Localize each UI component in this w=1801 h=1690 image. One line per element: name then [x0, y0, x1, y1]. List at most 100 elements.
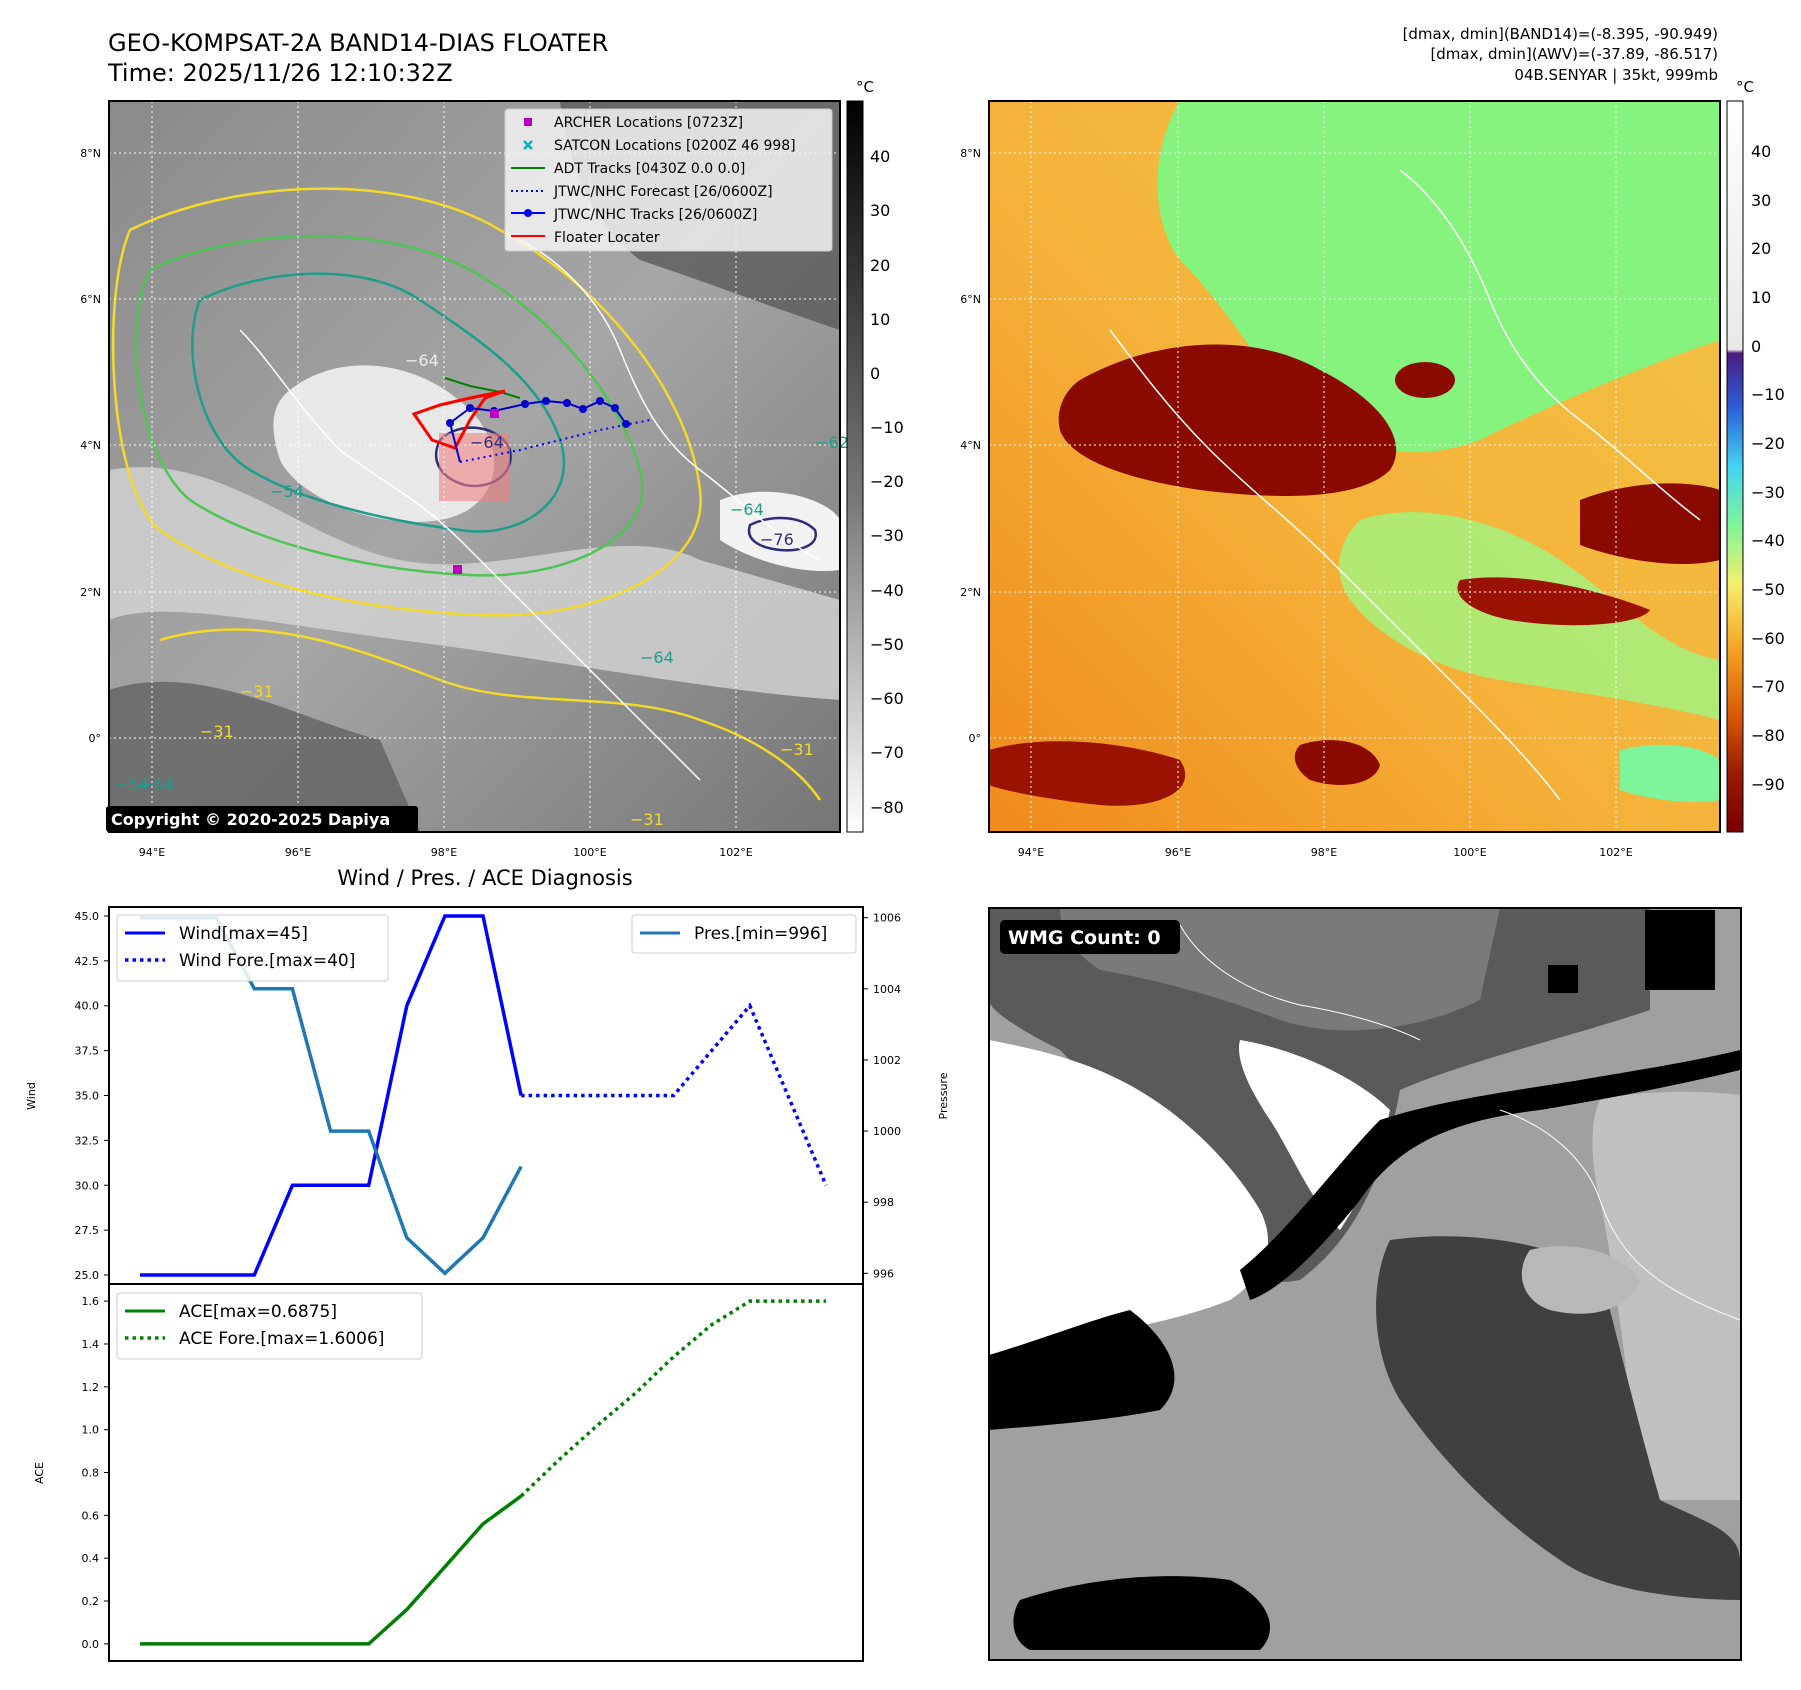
y-tick-label: 32.5: [75, 1134, 100, 1147]
ace-axis-label: ACE: [33, 1462, 46, 1484]
contour-label: −54: [270, 482, 304, 501]
storm-tracks: [411, 377, 651, 574]
ir-legend-label: ARCHER Locations [0723Z]: [554, 115, 743, 131]
ir-colorbar-tick: −10: [870, 418, 904, 437]
ir-legend-entry: ADT Tracks [0430Z 0.0 0.0]: [511, 161, 745, 177]
wind-legend: Wind[max=45] Wind Fore.[max=40]: [116, 914, 389, 982]
lon-tick: 98°E: [1311, 846, 1337, 859]
wmg-black-sw: [989, 1310, 1175, 1430]
lon-tick: 98°E: [431, 846, 457, 859]
ir-colorbar-tick: −30: [870, 526, 904, 545]
awv-coastline: [1109, 169, 1701, 801]
ir-colorbar-tick: −60: [870, 689, 904, 708]
contour-label: −64: [405, 351, 439, 370]
ir-legend-box: [504, 108, 833, 252]
awv-dry-sw: [989, 741, 1186, 806]
awv-colorbar-tick: 30: [1751, 191, 1771, 210]
lat-tick: 4°N: [960, 439, 981, 452]
lat-tick: 8°N: [80, 147, 101, 160]
awv-frame: [988, 100, 1721, 833]
contour-label: −76: [760, 530, 794, 549]
y-tick-label: 27.5: [75, 1224, 100, 1237]
ir-legend-label: SATCON Locations [0200Z 46 998]: [554, 138, 796, 154]
ir-colorbar-tick: 0: [870, 364, 880, 383]
ir-colorbar-tick: 30: [870, 201, 890, 220]
forecast-series-line: [521, 1002, 828, 1186]
lat-tick: 0°: [89, 732, 102, 745]
lat-tick: 0°: [969, 732, 982, 745]
awv-dry-south: [1294, 740, 1380, 785]
awv-dry-cell: [1395, 362, 1455, 398]
ir-legend-entry: ARCHER Locations [0723Z]: [524, 115, 743, 131]
ir-legend-label: ADT Tracks [0430Z 0.0 0.0]: [554, 161, 745, 177]
ace-lines: [140, 1299, 826, 1646]
ir-legend: ARCHER Locations [0723Z] SATCON Location…: [504, 108, 833, 252]
awv-gridlines: [989, 101, 1720, 832]
archer-marker: [490, 409, 499, 418]
ir-colorbar-tick: 20: [870, 256, 890, 275]
awv-colorbar-tick: −80: [1751, 726, 1785, 745]
pressure-legend-label: Pres.[min=996]: [694, 924, 827, 944]
y-tick-label: 1.2: [82, 1381, 100, 1394]
ir-contour-navy-east: [747, 516, 817, 552]
awv-colorbar-tick: 40: [1751, 142, 1771, 161]
wmg-white-channel: [989, 1040, 1269, 1355]
ir-colorbar-gradient: [846, 100, 864, 833]
stats-awv: [dmax, dmin](AWV)=(-37.89, -86.517): [1430, 45, 1718, 63]
forecast-series-line: [519, 1299, 826, 1498]
wmg-coastline: [1179, 924, 1741, 1321]
awv-dry-east: [1580, 483, 1720, 565]
lon-tick: 102°E: [719, 846, 752, 859]
copyright-box: [106, 806, 418, 832]
ir-frame: [108, 100, 841, 833]
lat-tick: 6°N: [960, 293, 981, 306]
ir-legend-entry: JTWC/NHC Forecast [26/0600Z]: [511, 184, 773, 200]
archer-legend-marker: [524, 118, 532, 126]
wmg-black-south: [1013, 1576, 1270, 1650]
ir-colorbar-tick: −20: [870, 472, 904, 491]
y-tick-label: 25.0: [75, 1269, 100, 1282]
y-tick-label: 0.0: [82, 1638, 100, 1651]
awv-colorbar: °C 40 30 20 10 0 −10 −20 −30 −40 −50 −60…: [1726, 78, 1785, 833]
lon-tick: 94°E: [139, 846, 165, 859]
wmg-frame: [988, 907, 1742, 1661]
ir-colorbar-tick: −80: [870, 798, 904, 817]
wmg-black-band: [1240, 1050, 1740, 1300]
awv-lon-tick-labels: 94°E 96°E 98°E 100°E 102°E: [1018, 846, 1633, 859]
ir-contour-green: [134, 234, 644, 577]
archer-marker: [453, 565, 462, 574]
contour-label: −64: [640, 648, 674, 667]
awv-colorbar-gradient: [1726, 100, 1744, 833]
y-tick-label: 1000: [873, 1125, 901, 1138]
awv-colorbar-tick: −90: [1751, 775, 1785, 794]
awv-colorbar-tick: −50: [1751, 580, 1785, 599]
awv-colorbar-tick: −70: [1751, 677, 1785, 696]
ir-colorbar-tick: −50: [870, 635, 904, 654]
figure-title: GEO-KOMPSAT-2A BAND14-DIAS FLOATER: [108, 29, 608, 57]
wind-legend-label: Wind[max=45]: [179, 924, 308, 944]
ir-colorbar-tick: 40: [870, 147, 890, 166]
contour-label: −31: [630, 810, 664, 829]
y-tick-label: 30.0: [75, 1179, 100, 1192]
awv-colorbar-tick: 0: [1751, 337, 1761, 356]
awv-colorbar-tick: −60: [1751, 629, 1785, 648]
ir-colorbar: °C 40 30 20 10 0 −10 −20 −30 −40 −50 −60…: [846, 78, 904, 833]
awv-colorbar-unit: °C: [1736, 78, 1754, 96]
track-legend-dot: [524, 209, 532, 217]
y-tick-label: 1002: [873, 1054, 901, 1067]
awv-dry-core: [1058, 344, 1397, 496]
wind-forecast-legend-label: Wind Fore.[max=40]: [179, 951, 355, 971]
awv-moist-se: [1620, 744, 1720, 802]
awv-colorbar-tick: 10: [1751, 288, 1771, 307]
lon-tick: 94°E: [1018, 846, 1044, 859]
y-tick-label: 42.5: [75, 955, 100, 968]
copyright-text: Copyright © 2020-2025 Dapiya: [111, 810, 390, 829]
lon-tick: 96°E: [1165, 846, 1191, 859]
stats-storm: 04B.SENYAR | 35kt, 999mb: [1514, 66, 1718, 84]
contour-label: −62: [815, 433, 849, 452]
y-tick-label: 996: [873, 1267, 894, 1280]
awv-colorbar-tick: −40: [1751, 531, 1785, 550]
y-tick-label: 0.2: [82, 1595, 100, 1608]
y-tick-label: 45.0: [75, 910, 100, 923]
awv-dry-mid: [1457, 577, 1650, 626]
